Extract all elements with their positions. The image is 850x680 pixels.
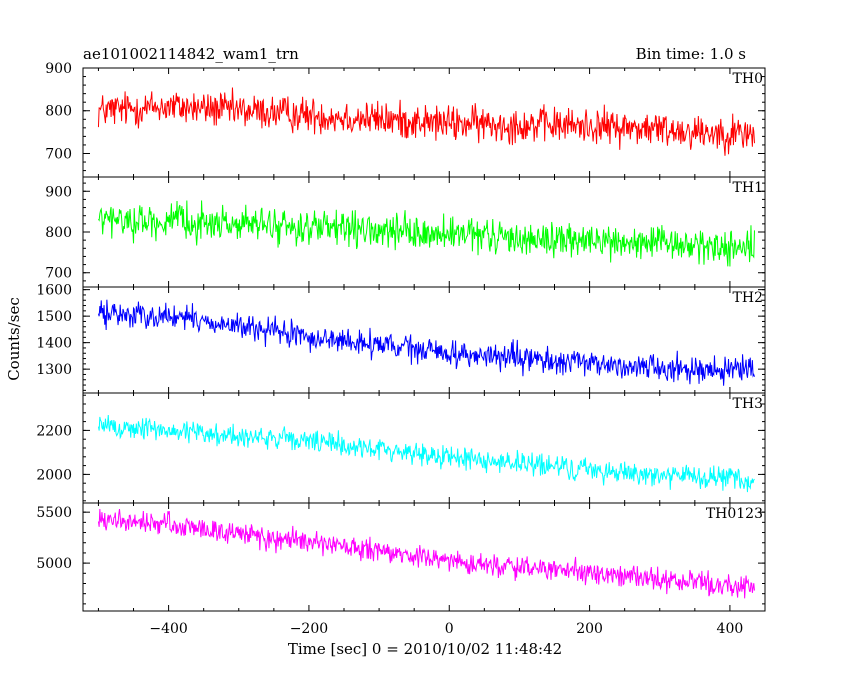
y-axis-label: Counts/sec [5,297,23,381]
panel-label: TH0123 [706,506,763,522]
y-tick-label: 1500 [36,309,72,325]
series-line-th0 [97,87,755,156]
y-tick-label: 1600 [36,283,72,299]
panel-label: TH0 [733,71,763,87]
panel-frame [82,286,766,394]
y-tick-label: 2000 [36,467,72,483]
series-line-th3 [97,414,755,493]
y-tick-label: 5500 [36,505,72,521]
y-tick-label: 2200 [36,423,72,439]
y-tick-label: 800 [45,225,72,241]
panel-th0: 700 800 900 TH0 [45,61,766,178]
x-tick-label: 200 [576,621,603,637]
bin-time-label: Bin time: 1.0 s [636,45,746,63]
series-line-th0123 [97,508,755,599]
y-tick-label: 900 [45,184,72,200]
x-tick-label: 0 [445,621,454,637]
panel-label: TH2 [733,290,763,306]
x-tick-label: −400 [149,621,187,637]
y-tick-label: 700 [45,146,72,162]
x-tick-label: 400 [717,621,744,637]
series-line-th2 [97,299,755,386]
y-tick-label: 900 [45,61,72,77]
panel-th0123: 5000 5500 TH0123 [36,502,766,612]
panels-group: 700 800 900 TH0 700 800 900 TH1 1300 1400 1500 1600… [36,61,766,637]
panel-th3: 2000 2200 TH3 [36,392,766,504]
y-tick-label: 800 [45,104,72,120]
series-line-th1 [98,200,755,267]
x-tick-label: −200 [290,621,328,637]
y-tick-label: 1300 [36,362,72,378]
y-tick-label: 1400 [36,336,72,352]
panel-label: TH3 [733,396,763,412]
panel-th1: 700 800 900 TH1 [45,176,766,288]
chart-title: ae101002114842_wam1_trn [83,45,299,63]
panel-frame [82,502,766,612]
y-tick-label: 700 [45,266,72,282]
x-axis-label: Time [sec] 0 = 2010/10/02 11:48:42 [288,640,562,658]
panel-label: TH1 [733,180,763,196]
panel-th2: 1300 1400 1500 1600 TH2 [36,283,766,394]
y-tick-label: 5000 [36,556,72,572]
